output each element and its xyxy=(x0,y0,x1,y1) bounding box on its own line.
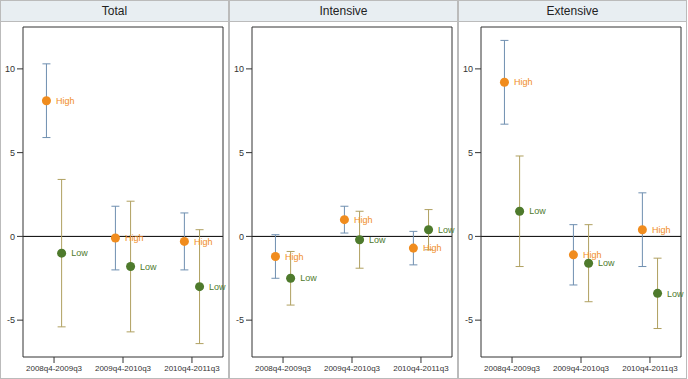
svg-text:2009q4-2010q3: 2009q4-2010q3 xyxy=(324,364,381,373)
svg-text:-5: -5 xyxy=(465,315,473,325)
svg-text:5: 5 xyxy=(10,148,15,158)
svg-text:2008q4-2009q3: 2008q4-2009q3 xyxy=(255,364,312,373)
svg-text:2009q4-2010q3: 2009q4-2010q3 xyxy=(553,364,610,373)
svg-text:High: High xyxy=(514,77,533,87)
svg-text:Low: Low xyxy=(71,248,88,258)
svg-text:10: 10 xyxy=(234,64,244,74)
svg-text:-5: -5 xyxy=(236,315,244,325)
svg-text:High: High xyxy=(125,233,144,243)
svg-text:Low: Low xyxy=(140,262,157,272)
svg-text:5: 5 xyxy=(239,148,244,158)
svg-text:2008q4-2009q3: 2008q4-2009q3 xyxy=(484,364,541,373)
svg-text:2008q4-2009q3: 2008q4-2009q3 xyxy=(26,364,83,373)
svg-text:Low: Low xyxy=(529,206,546,216)
svg-text:Low: Low xyxy=(300,273,317,283)
svg-text:2010q4-2011q3: 2010q4-2011q3 xyxy=(164,364,220,373)
svg-text:10: 10 xyxy=(463,64,473,74)
svg-text:High: High xyxy=(194,237,213,247)
svg-text:-5: -5 xyxy=(8,315,15,325)
svg-text:High: High xyxy=(652,225,671,235)
svg-text:High: High xyxy=(285,252,304,262)
svg-text:High: High xyxy=(582,250,602,260)
svg-text:Low: Low xyxy=(369,235,386,245)
svg-text:0: 0 xyxy=(468,232,473,242)
svg-text:High: High xyxy=(56,96,75,106)
svg-text:2010q4-2011q3: 2010q4-2011q3 xyxy=(622,364,678,373)
svg-text:5: 5 xyxy=(468,148,473,158)
svg-text:High: High xyxy=(354,215,373,225)
svg-text:2009q4-2010q3: 2009q4-2010q3 xyxy=(95,364,152,373)
html-text:Intensive: Intensive xyxy=(319,4,368,18)
svg-text:Low: Low xyxy=(209,282,226,292)
svg-text:0: 0 xyxy=(10,232,15,242)
html-text:Extensive: Extensive xyxy=(546,4,599,18)
svg-text:Low: Low xyxy=(667,289,680,299)
svg-text:0: 0 xyxy=(239,232,244,242)
svg-text:2010q4-2011q3: 2010q4-2011q3 xyxy=(393,364,449,373)
html-text:Total: Total xyxy=(101,4,128,18)
svg-text:Low: Low xyxy=(438,225,455,235)
svg-text:Low: Low xyxy=(598,258,615,268)
svg-text:High: High xyxy=(423,243,442,253)
svg-text:10: 10 xyxy=(8,64,15,74)
